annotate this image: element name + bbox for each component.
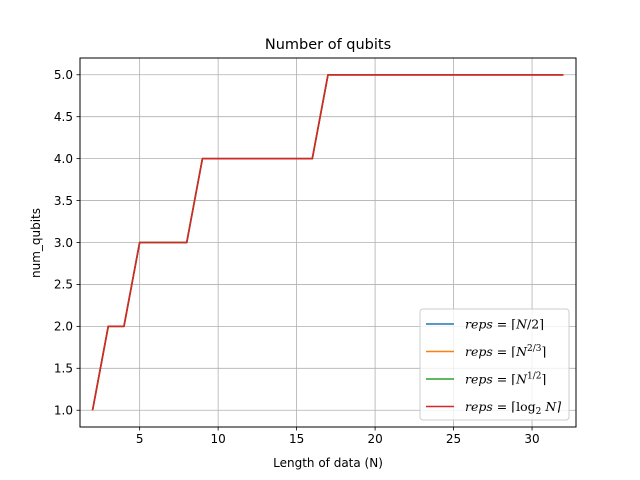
x-tick-label: 10	[210, 432, 225, 446]
y-tick-label: 2.5	[54, 278, 73, 292]
y-tick-label: 1.5	[54, 362, 73, 376]
legend-box	[419, 308, 570, 421]
x-tick-label: 25	[446, 432, 461, 446]
legend-label-3: reps = ⌈N1/2⌉	[465, 372, 546, 387]
x-axis-label: Length of data (N)	[273, 456, 383, 470]
y-tick-label: 4.5	[54, 110, 73, 124]
y-tick-label: 3.0	[54, 236, 73, 250]
y-tick-label: 1.0	[54, 404, 73, 418]
y-tick-label: 4.0	[54, 152, 73, 166]
legend: reps = ⌈N/2⌉ reps = ⌈N2/3⌉ reps = ⌈N1/2⌉ re…	[419, 308, 570, 421]
legend-label-2: reps = ⌈N2/3⌉	[465, 344, 546, 359]
legend-label-1: reps = ⌈N/2⌉	[465, 317, 544, 332]
x-tick-label: 30	[524, 432, 539, 446]
y-axis-ticks: 1.0 1.5 2.0 2.5 3.0 3.5 4.0 4.5 5.0	[54, 68, 80, 418]
y-tick-label: 2.0	[54, 320, 73, 334]
chart-title: Number of qubits	[265, 37, 391, 53]
y-axis-label: num_qubits	[29, 208, 43, 278]
series-line-4	[91, 73, 564, 411]
series-lines	[91, 73, 564, 411]
x-tick-label: 5	[136, 432, 144, 446]
x-tick-label: 20	[367, 432, 382, 446]
y-tick-label: 5.0	[54, 68, 73, 82]
y-tick-label: 3.5	[54, 194, 73, 208]
x-axis-ticks: 5 10 15 20 25 30	[136, 427, 540, 446]
x-tick-label: 15	[289, 432, 304, 446]
legend-label-4: reps = ⌈log2 N⌉	[465, 399, 561, 417]
